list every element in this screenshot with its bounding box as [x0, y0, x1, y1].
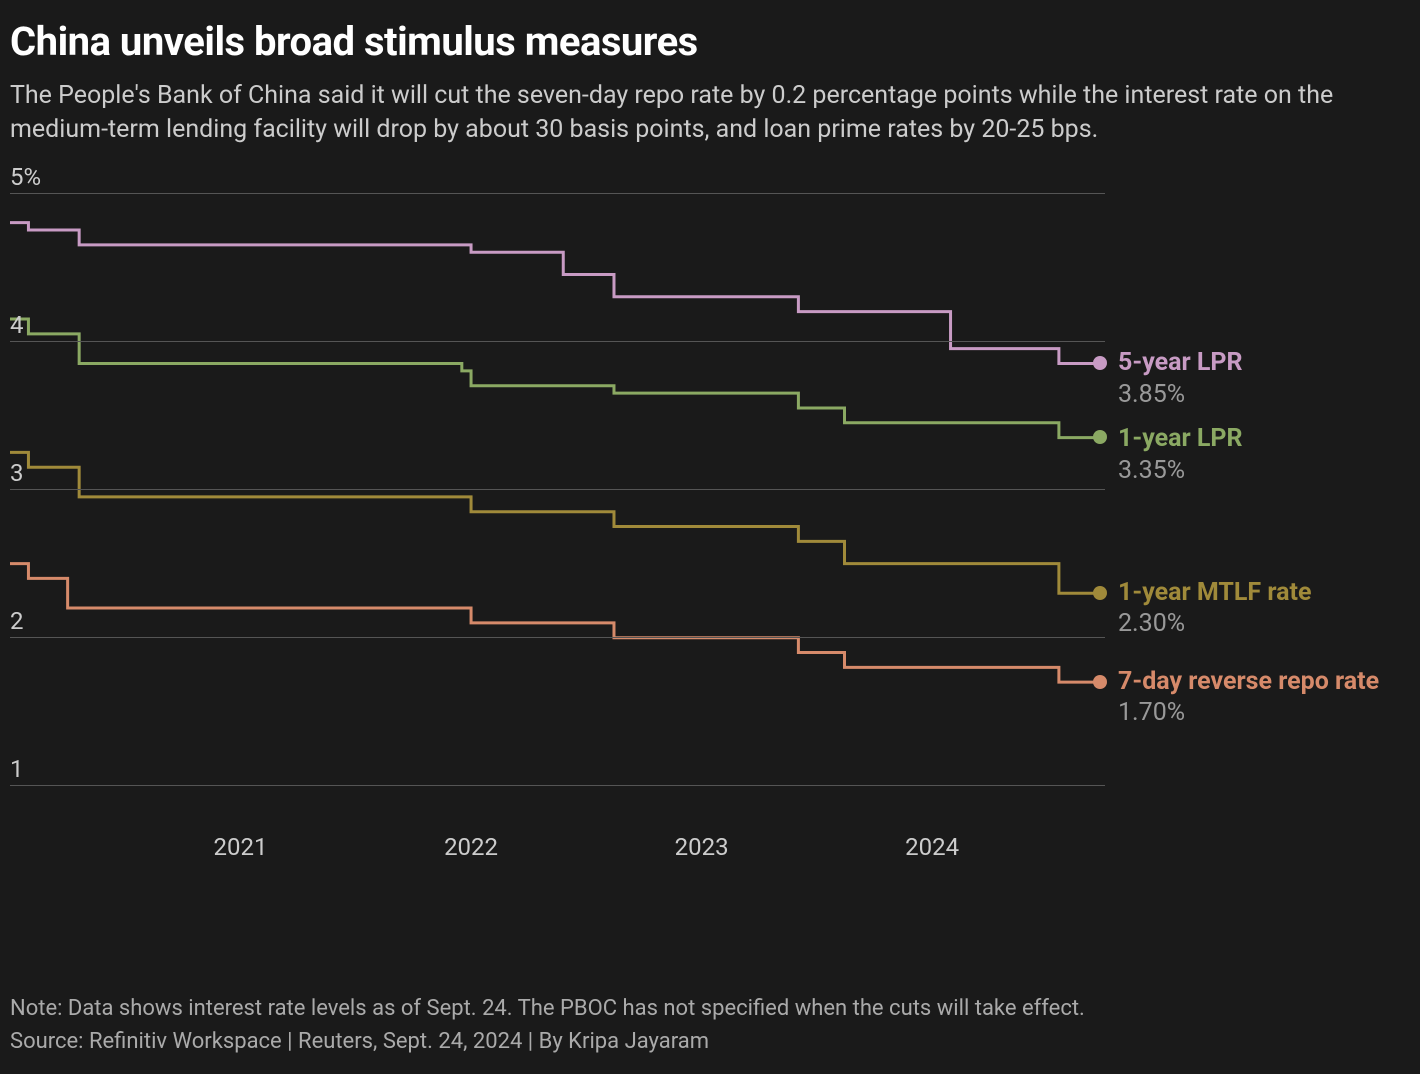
x-axis-labels: 2021 2022 2023 2024: [10, 833, 1105, 873]
series-end-dot: [1093, 586, 1107, 600]
series-label: 5-year LPR3.85%: [1118, 349, 1418, 409]
series-end-dot: [1093, 675, 1107, 689]
series-name: 1-year MTLF rate: [1118, 579, 1418, 608]
series-line: [10, 222, 1100, 363]
gridline: [10, 489, 1105, 490]
gridline: [10, 785, 1105, 786]
y-axis-label: 1: [10, 755, 24, 783]
x-axis-label: 2021: [214, 833, 268, 861]
gridline: [10, 193, 1105, 194]
gridline: [10, 637, 1105, 638]
plot: 5%4321: [10, 193, 1105, 823]
y-axis-label: 4: [10, 311, 24, 339]
footer-source: Source: Refinitiv Workspace | Reuters, S…: [10, 1025, 1410, 1058]
y-axis-label: 5%: [10, 163, 41, 191]
chart-area: 5%4321 20212022202320245-year LPR3.85%1-…: [10, 193, 1410, 883]
chart-container: China unveils broad stimulus measures Th…: [0, 0, 1420, 1074]
series-name: 1-year LPR: [1118, 425, 1418, 454]
series-name: 5-year LPR: [1118, 349, 1418, 378]
y-axis-label: 3: [10, 459, 24, 487]
footer-note: Note: Data shows interest rate levels as…: [10, 992, 1410, 1025]
chart-subtitle: The People's Bank of China said it will …: [10, 79, 1370, 147]
x-axis-label: 2024: [905, 833, 959, 861]
series-name: 7-day reverse repo rate: [1118, 668, 1418, 697]
series-end-value: 1.70%: [1118, 698, 1418, 727]
series-end-value: 2.30%: [1118, 609, 1418, 638]
series-line: [10, 563, 1100, 682]
series-label: 7-day reverse repo rate1.70%: [1118, 668, 1418, 728]
series-line: [10, 319, 1100, 438]
series-end-dot: [1093, 356, 1107, 370]
series-end-value: 3.35%: [1118, 456, 1418, 485]
chart-svg: [10, 193, 1105, 823]
y-axis-label: 2: [10, 607, 24, 635]
gridline: [10, 341, 1105, 342]
series-label: 1-year MTLF rate2.30%: [1118, 579, 1418, 639]
chart-title: China unveils broad stimulus measures: [10, 18, 1410, 65]
chart-footer: Note: Data shows interest rate levels as…: [10, 992, 1410, 1058]
series-label: 1-year LPR3.35%: [1118, 425, 1418, 485]
series-line: [10, 452, 1100, 593]
x-axis-label: 2023: [675, 833, 729, 861]
x-axis-label: 2022: [444, 833, 498, 861]
series-end-value: 3.85%: [1118, 380, 1418, 409]
series-end-dot: [1093, 430, 1107, 444]
